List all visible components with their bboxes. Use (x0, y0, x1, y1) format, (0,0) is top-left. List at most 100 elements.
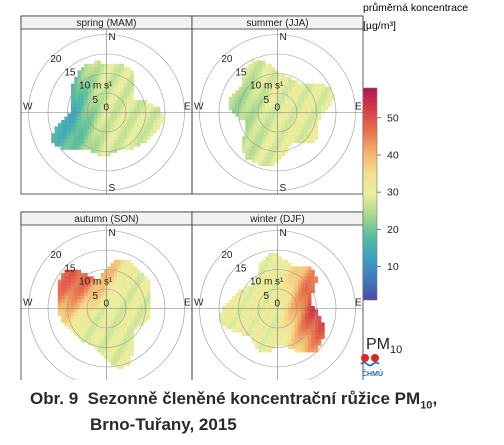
rose-cell (110, 355, 115, 359)
rose-cell (228, 319, 233, 323)
rose-cell (248, 156, 253, 160)
rose-cell (321, 103, 325, 107)
rose-cell (251, 139, 256, 144)
rose-cell (275, 123, 279, 127)
rose-cell (140, 296, 144, 300)
rose-cell (258, 106, 262, 111)
rose-cell (130, 286, 134, 290)
rose-cell (311, 312, 315, 317)
rose-cell (298, 279, 302, 284)
rose-cell (271, 312, 276, 317)
rose-cell (64, 269, 68, 274)
rose-cell (301, 133, 305, 137)
rose-cell (261, 143, 266, 147)
rose-cell (242, 100, 246, 104)
rose-cell (140, 306, 144, 310)
rose-cell (308, 110, 312, 114)
rose-cell (90, 119, 95, 124)
rose-cell (301, 90, 305, 94)
rose-cell (291, 93, 295, 97)
rose-cell (288, 329, 292, 333)
rose-cell (294, 282, 299, 287)
rose-cell (268, 325, 272, 330)
rose-cell (255, 70, 259, 74)
rose-cell (242, 96, 246, 101)
rose-cell (268, 156, 272, 160)
rose-cell (321, 90, 325, 94)
rose-cell (271, 77, 276, 81)
rose-cell (123, 80, 128, 84)
rose-cell (242, 302, 246, 307)
rose-cell (140, 133, 144, 137)
rose-cell (107, 86, 111, 91)
rose-cell (94, 139, 98, 144)
rose-cell (281, 325, 286, 330)
rose-cell (117, 322, 121, 326)
rose-cell (265, 143, 269, 147)
rose-cell (301, 136, 305, 140)
rose-cell (84, 329, 88, 333)
rose-cell (87, 110, 91, 114)
rose-cell (255, 329, 259, 333)
rose-cell (258, 345, 262, 350)
rose-cell (268, 80, 272, 84)
rose-cell (94, 312, 98, 317)
rose-cell (232, 110, 236, 114)
rose-cell (275, 156, 279, 160)
radial-tick-label: 5 (92, 95, 98, 106)
rose-cell (298, 266, 302, 270)
rose-cell (314, 100, 319, 104)
rose-cell (123, 136, 128, 140)
rose-cell (130, 100, 134, 104)
rose-cell (281, 123, 286, 127)
rose-cell (90, 110, 95, 114)
rose-cell (133, 269, 138, 274)
rose-cell (117, 113, 121, 117)
rose-cell (268, 273, 272, 277)
rose-cell (258, 86, 262, 91)
rose-cell (265, 100, 269, 104)
rose-cell (74, 133, 78, 137)
rose-cell (311, 96, 315, 101)
rose-cell (153, 129, 157, 134)
rose-cell (291, 129, 295, 134)
rose-cell (117, 106, 121, 111)
panel-strip (191, 15, 364, 30)
rose-cell (271, 146, 276, 150)
rose-cell (110, 86, 115, 91)
rose-cell (248, 309, 253, 313)
rose-cell (304, 302, 309, 307)
rose-cell (308, 126, 312, 130)
rose-cell (321, 329, 325, 333)
rose-cell (104, 315, 108, 320)
pm10-legend: PM10 ČHMÚ (360, 336, 402, 378)
rose-cell (77, 302, 82, 307)
rose-cell (137, 282, 141, 287)
rose-cell (278, 282, 282, 287)
rose-cell (54, 129, 58, 134)
rose-cell (77, 113, 82, 117)
rose-cell (245, 126, 249, 130)
rose-cell (117, 339, 121, 343)
rose-cell (77, 146, 82, 150)
rose-cell (104, 100, 108, 104)
rose-cell (94, 110, 98, 114)
compass-n-label: N (280, 32, 287, 43)
rose-cell (298, 299, 302, 303)
rose-cell (288, 263, 292, 267)
rose-cell (311, 319, 315, 323)
rose-cell (304, 319, 309, 323)
rose-cell (251, 329, 256, 333)
rose-cell (258, 129, 262, 134)
rose-cell (117, 129, 121, 134)
rose-cell (228, 302, 233, 307)
rose-cell (301, 342, 305, 346)
rose-cell (140, 312, 144, 317)
rose-cell (123, 129, 128, 134)
rose-cell (251, 282, 256, 287)
rose-cell (71, 136, 75, 140)
rose-cell (117, 67, 121, 71)
rose-cell (281, 296, 286, 300)
rose-cell (228, 315, 233, 320)
panel-title: summer (JJA) (246, 18, 308, 29)
